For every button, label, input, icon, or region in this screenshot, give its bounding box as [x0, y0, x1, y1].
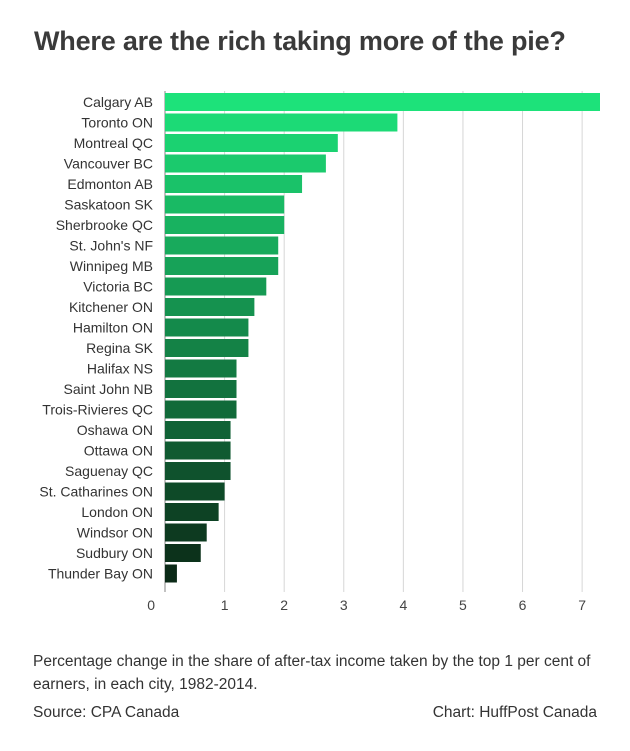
bar	[165, 421, 231, 439]
category-label: Windsor ON	[77, 525, 153, 541]
category-label: Hamilton ON	[73, 320, 153, 336]
source-note: Source: CPA Canada	[33, 704, 180, 721]
bars	[165, 93, 600, 583]
bar	[165, 216, 285, 234]
chart-caption: Percentage change in the share of after-…	[33, 653, 591, 693]
category-label: Toronto ON	[81, 115, 153, 131]
category-label: Sudbury ON	[76, 545, 153, 561]
bar	[165, 339, 249, 357]
x-tick-label: 7	[578, 597, 586, 613]
bar	[165, 236, 279, 255]
chart-title: Where are the rich taking more of the pi…	[34, 26, 566, 56]
bar	[165, 318, 249, 337]
bar	[165, 482, 225, 501]
category-label: Halifax NS	[87, 361, 153, 377]
bar	[165, 544, 201, 562]
bar	[165, 298, 255, 316]
category-label: Saskatoon SK	[64, 197, 153, 213]
x-tick-label: 6	[519, 597, 527, 613]
category-label: Sherbrooke QC	[56, 217, 153, 233]
bar	[165, 277, 267, 296]
bar	[165, 462, 231, 480]
category-label: St. Catharines ON	[39, 484, 153, 500]
category-label: Victoria BC	[83, 279, 153, 295]
category-label: Kitchener ON	[69, 299, 153, 315]
bar	[165, 134, 338, 152]
category-label: Trois-Rivieres QC	[42, 402, 153, 418]
bar	[165, 175, 303, 193]
x-tick-label: 4	[399, 597, 407, 613]
category-label: Oshawa ON	[77, 422, 153, 438]
bar	[165, 195, 285, 214]
category-label: Edmonton AB	[67, 176, 153, 192]
category-label: Calgary AB	[83, 94, 153, 110]
category-label: Montreal QC	[74, 135, 153, 151]
x-tick-label: 5	[459, 597, 467, 613]
x-tick-label: 0	[147, 597, 155, 613]
bar	[165, 523, 207, 542]
category-label: Winnipeg MB	[70, 258, 153, 274]
chart-credit: Chart: HuffPost Canada	[432, 704, 597, 721]
bar	[165, 400, 237, 419]
bar	[165, 441, 231, 460]
x-tick-label: 2	[280, 597, 288, 613]
category-label: St. John's NF	[69, 238, 153, 254]
bar	[165, 93, 600, 111]
x-tick-label: 1	[221, 597, 229, 613]
bar	[165, 564, 177, 583]
x-tick-labels: 0 1 2 3 4 5 6 7	[147, 597, 586, 613]
category-label: Saguenay QC	[65, 463, 153, 479]
bar	[165, 359, 237, 378]
bar	[165, 503, 219, 521]
category-label: Thunder Bay ON	[48, 566, 153, 582]
category-label: Saint John NB	[64, 381, 154, 397]
bar	[165, 257, 279, 275]
category-labels: Calgary AB Toronto ON Montreal QC Vancouver…	[39, 94, 153, 582]
x-tick-label: 3	[340, 597, 348, 613]
bar	[165, 154, 326, 173]
bar-chart: Calgary AB Toronto ON Montreal QC Vancouver…	[39, 91, 600, 613]
category-label: Regina SK	[86, 340, 154, 356]
bar	[165, 113, 398, 132]
category-label: Vancouver BC	[64, 156, 153, 172]
category-label: Ottawa ON	[84, 443, 153, 459]
category-label: London ON	[81, 504, 153, 520]
bar	[165, 380, 237, 398]
